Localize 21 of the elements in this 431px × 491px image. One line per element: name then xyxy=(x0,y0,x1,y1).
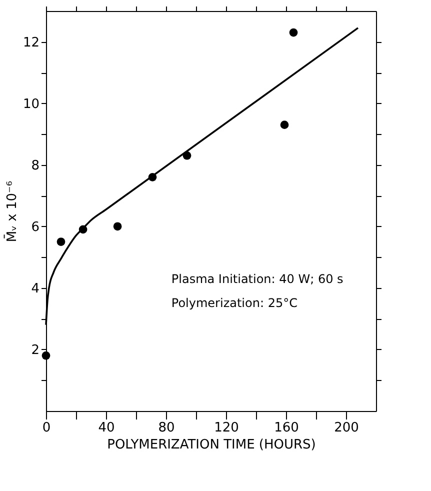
x-tick-label: 120 xyxy=(214,420,239,436)
x-tick-label: 200 xyxy=(334,420,359,436)
point xyxy=(280,120,289,130)
point xyxy=(56,238,66,246)
y-tick-label: 4 xyxy=(31,281,40,296)
annotation: Plasma Initiation: 40 W; 60 s xyxy=(171,272,344,286)
annotation: Polymerization: 25°C xyxy=(171,296,298,310)
y-tick-label: 6 xyxy=(31,220,40,235)
point xyxy=(289,28,298,37)
x-tick-label: 160 xyxy=(274,420,299,436)
y-tick-label: 2 xyxy=(31,342,40,358)
y-axis-title: M̄ᵥ x 10⁻⁶ xyxy=(4,180,20,242)
point xyxy=(113,222,122,231)
x-axis-title: POLYMERIZATION TIME (HOURS) xyxy=(107,438,316,452)
y-tick-label: 10 xyxy=(22,96,40,112)
point xyxy=(42,351,50,360)
y-tick-label: 8 xyxy=(31,158,40,174)
x-tick-label: 0 xyxy=(42,420,51,436)
x-tick-label: 40 xyxy=(98,420,115,436)
y-tick-label: 12 xyxy=(22,35,40,50)
x-tick-label: 80 xyxy=(158,420,175,436)
